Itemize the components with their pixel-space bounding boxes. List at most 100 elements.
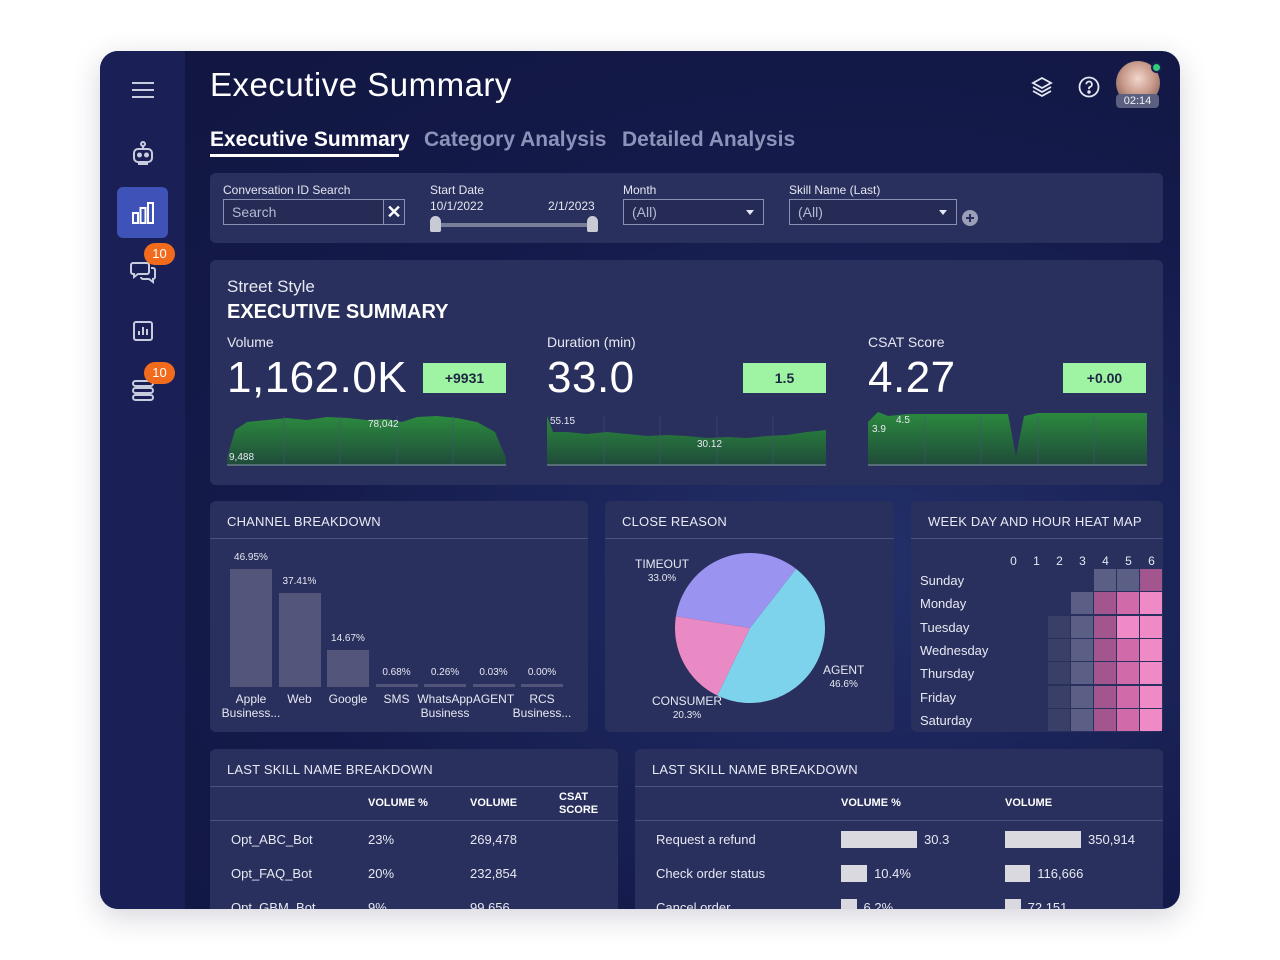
channel-bar[interactable] <box>424 684 466 687</box>
heat-map-cell[interactable] <box>1140 592 1162 615</box>
table-2-pct-value: 6.2% <box>863 900 894 909</box>
month-select[interactable]: (All) <box>623 199 764 225</box>
kpi-duration-delta: 1.5 <box>743 363 826 393</box>
heat-map-cell[interactable] <box>1117 615 1139 638</box>
heat-map-cell[interactable] <box>1048 615 1070 638</box>
heat-map-cell[interactable] <box>1140 638 1162 661</box>
executive-summary-panel: Street Style EXECUTIVE SUMMARY Volume 1,… <box>210 260 1163 485</box>
list-badge: 10 <box>144 362 175 384</box>
table-2-volume-value: 116,666 <box>1037 866 1084 881</box>
channel-bar-category: Web <box>287 692 312 706</box>
active-tab-indicator <box>210 154 399 157</box>
report-icon[interactable] <box>117 305 168 356</box>
add-filter-icon[interactable] <box>961 209 979 232</box>
table-2-header-divider <box>635 820 1163 821</box>
layers-icon[interactable] <box>1028 73 1056 101</box>
month-select-value: (All) <box>632 204 657 220</box>
channel-bar[interactable] <box>521 684 563 687</box>
conversation-search-label: Conversation ID Search <box>223 183 351 197</box>
clear-search-button[interactable]: ✕ <box>383 199 405 225</box>
page-title: Executive Summary <box>210 66 512 103</box>
pie-agent-pct: 46.6% <box>829 679 858 690</box>
csat-spark-max: 4.5 <box>896 415 910 426</box>
date-slider-start-handle[interactable] <box>430 216 441 232</box>
pie-slice-timeout[interactable] <box>675 553 797 628</box>
heat-map-cell[interactable] <box>1048 685 1070 708</box>
table-2-volume-bar <box>1005 865 1031 882</box>
heat-map-cell[interactable] <box>1117 638 1139 661</box>
close-reason-pie <box>675 553 825 703</box>
robot-icon[interactable] <box>117 128 168 179</box>
heat-map-cell[interactable] <box>1094 662 1116 685</box>
heat-map-cell[interactable] <box>1071 638 1093 661</box>
heat-map-hour-label: 2 <box>1056 554 1063 568</box>
heat-map-title: WEEK DAY AND HOUR HEAT MAP <box>911 501 1163 539</box>
heat-map-cell[interactable] <box>1048 662 1070 685</box>
tab-executive-summary[interactable]: Executive Summary <box>210 128 410 151</box>
chat-badge: 10 <box>144 243 175 265</box>
channel-bar[interactable] <box>230 569 272 687</box>
pie-slice-consumer[interactable] <box>675 616 750 696</box>
heat-map-cell[interactable] <box>1140 685 1162 708</box>
heat-map-cell[interactable] <box>1071 685 1093 708</box>
channel-bar[interactable] <box>472 684 515 687</box>
heat-map-cell[interactable] <box>1048 708 1070 731</box>
channel-bar[interactable] <box>327 650 369 687</box>
search-input[interactable]: Search <box>223 199 405 225</box>
heat-map-cell[interactable] <box>1094 615 1116 638</box>
date-range-slider[interactable] <box>435 223 593 227</box>
col-score: SCORE <box>559 804 599 816</box>
table-1-row-1-volume: 269,478 <box>470 832 517 847</box>
heat-map-cell[interactable] <box>1094 569 1116 591</box>
heat-map-cell[interactable] <box>1117 662 1139 685</box>
channel-bar[interactable] <box>375 684 418 687</box>
heat-map-cell[interactable] <box>1071 708 1093 731</box>
heat-map-cell[interactable] <box>1117 708 1139 731</box>
start-date-from: 10/1/2022 <box>430 199 484 213</box>
skill-table-2-title: LAST SKILL NAME BREAKDOWN <box>635 749 1163 787</box>
heat-map-day-label: Saturday <box>920 712 973 728</box>
chat-bubbles-icon[interactable] <box>117 246 168 297</box>
skill-name-select[interactable]: (All) <box>789 199 957 225</box>
col-volume: VOLUME <box>470 797 518 809</box>
heat-map-cell[interactable] <box>1140 708 1162 731</box>
pie-slice-agent[interactable] <box>717 568 825 703</box>
tab-category-analysis[interactable]: Category Analysis <box>424 128 607 151</box>
help-icon[interactable] <box>1075 73 1103 101</box>
channel-breakdown-title: CHANNEL BREAKDOWN <box>210 501 588 539</box>
tab-detailed-analysis[interactable]: Detailed Analysis <box>622 128 796 151</box>
heat-map-cell[interactable] <box>1094 592 1116 615</box>
heat-map-cell[interactable] <box>1117 685 1139 708</box>
channel-bar-chart: 46.95% Apple Business... 37.41% Web 14.67% Go… <box>210 539 588 732</box>
heat-map-hour-label: 6 <box>1148 554 1155 568</box>
heat-map-cell[interactable] <box>1140 662 1162 685</box>
skill-name-select-value: (All) <box>798 204 823 220</box>
heat-map-cell[interactable] <box>1117 592 1139 615</box>
csat-sparkline <box>868 412 1147 466</box>
pie-label-consumer: CONSUMER 20.3% <box>652 694 722 721</box>
heat-map-cell[interactable] <box>1117 569 1139 591</box>
table-2-volume-bar <box>1005 831 1081 848</box>
heat-map-cell[interactable] <box>1094 708 1116 731</box>
heat-map-cell[interactable] <box>1071 615 1093 638</box>
channel-bar-category: Google <box>328 692 368 706</box>
channel-bar-value: 14.67% <box>331 633 365 645</box>
skill-name-label: Skill Name (Last) <box>789 183 881 197</box>
heat-map-cell[interactable] <box>1094 685 1116 708</box>
table-1-row-1-name: Opt_ABC_Bot <box>231 832 313 847</box>
heat-map-cell[interactable] <box>1048 638 1070 661</box>
heat-map-cell[interactable] <box>1094 638 1116 661</box>
heat-map-cell[interactable] <box>1140 615 1162 638</box>
pie-label-timeout: TIMEOUT 33.0% <box>635 557 689 584</box>
close-reason-title: CLOSE REASON <box>605 501 894 539</box>
col-volume: VOLUME <box>1005 797 1053 809</box>
hamburger-menu-icon[interactable] <box>117 64 168 115</box>
bar-chart-icon[interactable] <box>117 187 168 238</box>
date-slider-end-handle[interactable] <box>587 216 598 232</box>
heat-map-panel: WEEK DAY AND HOUR HEAT MAP 0 1 2 3 4 5 6 Sunday… <box>911 501 1163 732</box>
heat-map-cell[interactable] <box>1071 662 1093 685</box>
summary-subtitle: Street Style <box>227 277 315 296</box>
heat-map-cell[interactable] <box>1071 592 1093 615</box>
channel-bar[interactable] <box>278 592 321 687</box>
heat-map-cell[interactable] <box>1140 569 1162 591</box>
